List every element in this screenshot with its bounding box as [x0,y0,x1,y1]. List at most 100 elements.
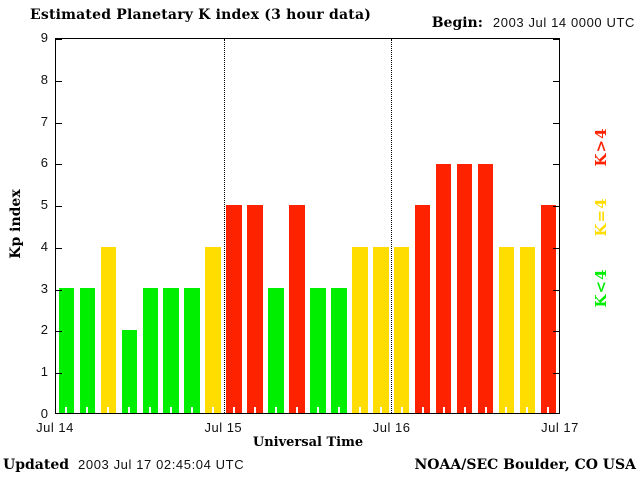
kp-bar [289,205,305,413]
y-tick-label: 9 [40,30,48,45]
bar-slot [98,39,119,413]
kp-bar [393,246,410,413]
bar-slot [224,39,245,413]
bar-slot [496,39,517,413]
y-tick-right [553,206,559,208]
x-minor-tick [547,407,550,413]
x-minor-tick [505,407,508,413]
begin-value: 2003 Jul 14 0000 UTC [492,15,635,30]
y-tick-left [56,80,62,82]
plot-area [55,38,560,414]
kp-bar [540,205,557,413]
kp-bar [414,205,431,413]
x-minor-tick [316,407,319,413]
x-minor-tick [526,407,529,413]
x-minor-tick [107,407,110,413]
x-minor-tick [484,407,487,413]
y-tick-label: 1 [40,364,48,380]
kp-bar [58,288,75,413]
y-tick-right [553,331,559,333]
y-tick-left [56,122,62,124]
kp-bar [247,205,263,413]
bar-slot [245,39,266,413]
x-tick-label: Jul 14 [36,420,74,435]
x-minor-tick [254,407,257,413]
x-minor-tick [295,407,298,413]
x-minor-tick [463,407,466,413]
y-tick-left [56,247,62,249]
updated-value: 2003 Jul 17 02:45:04 UTC [78,457,245,472]
y-tick-right [553,373,559,375]
y-tick-label: 8 [40,71,48,87]
y-tick-left [56,206,62,208]
x-minor-tick [421,407,424,413]
bar-slot [182,39,203,413]
updated-label: Updated [3,457,70,473]
bar-slot [517,39,538,413]
y-tick-right [553,164,559,166]
kp-bar [184,288,200,413]
x-minor-tick [337,407,340,413]
x-minor-tick [212,407,215,413]
x-minor-tick [379,407,382,413]
begin-timestamp: Begin: 2003 Jul 14 0000 UTC [432,15,635,31]
updated-timestamp: Updated 2003 Jul 17 02:45:04 UTC [3,457,244,473]
y-tick-left [56,39,62,40]
y-tick-label: 7 [40,113,48,129]
kp-bar [121,329,138,413]
bar-slot [370,39,391,413]
y-tick-right [553,80,559,82]
y-axis-title: Kp index [8,189,24,259]
kp-bar [519,246,536,413]
y-tick-right [553,122,559,124]
bar-slot [119,39,140,413]
kp-bar [310,288,326,413]
kp-bar [79,288,96,413]
bar-slot [56,39,77,413]
x-minor-tick [170,407,173,413]
kp-bar [268,288,284,413]
x-minor-tick [65,407,68,413]
y-tick-left [56,331,62,333]
bar-slot [286,39,307,413]
bar-slot [412,39,433,413]
y-tick-right [553,413,559,414]
day-divider-line [391,39,393,413]
begin-label: Begin: [431,15,483,31]
day-divider-line [223,39,225,413]
x-minor-tick [358,407,361,413]
bar-slot [140,39,161,413]
kp-bar [226,205,242,413]
bar-slot [391,39,412,413]
y-tick-left [56,413,62,414]
y-tick-label: 4 [40,238,48,254]
x-tick-label: Jul 16 [372,420,411,435]
x-tick-label: Jul 15 [204,420,243,435]
x-tick-label: Jul 17 [541,420,579,435]
bar-slot [454,39,475,413]
bar-slot [266,39,287,413]
bar-slot [77,39,98,413]
x-minor-tick [275,407,277,413]
bar-slot [161,39,182,413]
y-tick-right [553,247,559,249]
y-tick-label: 0 [40,406,48,421]
x-minor-tick [128,407,131,413]
x-minor-tick [400,407,403,413]
y-tick-right [553,289,559,291]
x-axis-title: Universal Time [252,435,364,450]
y-tick-left [56,164,62,166]
kp-bar [435,163,452,413]
bar-slot [203,39,224,413]
kp-bar [498,246,515,413]
credit-text: NOAA/SEC Boulder, CO USA [414,457,637,473]
y-tick-label: 6 [40,155,48,171]
kp-bar [100,246,117,413]
x-minor-tick [149,407,152,413]
x-minor-tick [86,407,89,413]
x-minor-tick [191,407,194,413]
bars [56,39,559,413]
bar-slot [433,39,454,413]
bar-slot [307,39,328,413]
kp-bar [142,288,159,413]
